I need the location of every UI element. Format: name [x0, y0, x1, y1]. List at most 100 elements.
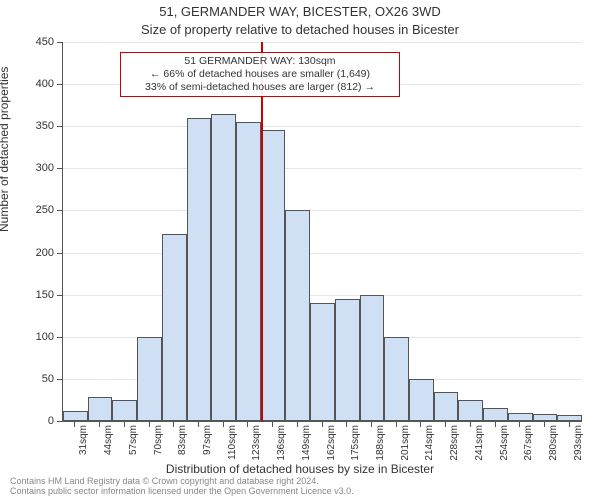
y-tick-label: 150 [14, 289, 54, 301]
x-axis-label: Distribution of detached houses by size … [0, 462, 600, 476]
y-axis-label: Number of detached properties [0, 67, 11, 232]
x-tick-label: 293sqm [573, 425, 584, 463]
histogram-bar [458, 400, 483, 421]
gridline [63, 42, 582, 43]
histogram-bar [508, 413, 533, 421]
x-tick-label: 241sqm [474, 425, 485, 463]
footer-line-2: Contains public sector information licen… [10, 487, 354, 497]
histogram-bar [384, 337, 409, 421]
x-tick-mark [223, 422, 224, 427]
x-tick-label: 188sqm [375, 425, 386, 463]
page-title-line2: Size of property relative to detached ho… [0, 22, 600, 37]
reference-line [261, 42, 263, 421]
x-tick-mark [371, 422, 372, 427]
histogram-bar [335, 299, 360, 421]
x-tick-label: 280sqm [548, 425, 559, 463]
x-tick-label: 267sqm [523, 425, 534, 463]
histogram-bar [236, 122, 261, 421]
x-tick-label: 110sqm [227, 425, 238, 463]
x-tick-mark [346, 422, 347, 427]
y-tick-label: 400 [14, 78, 54, 90]
histogram-bar [211, 114, 236, 421]
histogram-bar [112, 400, 137, 421]
x-tick-mark [544, 422, 545, 427]
x-tick-label: 254sqm [499, 425, 510, 463]
gridline [63, 168, 582, 169]
callout-line-2: ← 66% of detached houses are smaller (1,… [125, 68, 395, 81]
x-tick-mark [173, 422, 174, 427]
gridline [63, 210, 582, 211]
x-tick-label: 228sqm [449, 425, 460, 463]
y-tick-label: 350 [14, 120, 54, 132]
histogram-bar [557, 415, 582, 421]
histogram-bar [261, 130, 286, 421]
x-tick-label: 201sqm [400, 425, 411, 463]
callout-line-1: 51 GERMANDER WAY: 130sqm [125, 55, 395, 68]
plot-area [62, 42, 582, 422]
histogram-bar [187, 118, 212, 421]
x-tick-label: 214sqm [424, 425, 435, 463]
x-tick-label: 123sqm [251, 425, 262, 463]
y-tick-label: 50 [14, 373, 54, 385]
histogram-bar [483, 408, 508, 421]
x-tick-label: 136sqm [276, 425, 287, 463]
gridline [63, 126, 582, 127]
histogram-bar [434, 392, 459, 421]
x-tick-label: 162sqm [326, 425, 337, 463]
y-tick-mark [57, 168, 62, 169]
x-tick-mark [445, 422, 446, 427]
x-tick-mark [198, 422, 199, 427]
x-tick-mark [124, 422, 125, 427]
x-tick-label: 31sqm [78, 425, 89, 463]
x-tick-label: 70sqm [153, 425, 164, 463]
histogram-bar [63, 411, 88, 421]
x-tick-mark [149, 422, 150, 427]
histogram-bar [137, 337, 162, 421]
y-tick-label: 250 [14, 204, 54, 216]
x-tick-mark [297, 422, 298, 427]
page-title-line1: 51, GERMANDER WAY, BICESTER, OX26 3WD [0, 4, 600, 19]
x-tick-label: 83sqm [177, 425, 188, 463]
x-tick-label: 149sqm [301, 425, 312, 463]
y-tick-label: 200 [14, 247, 54, 259]
histogram-bar [162, 234, 187, 421]
callout-line-3: 33% of semi-detached houses are larger (… [125, 81, 395, 94]
chart-root: 51, GERMANDER WAY, BICESTER, OX26 3WD Si… [0, 0, 600, 500]
x-tick-mark [470, 422, 471, 427]
y-tick-mark [57, 295, 62, 296]
x-tick-mark [272, 422, 273, 427]
y-tick-mark [57, 126, 62, 127]
x-tick-mark [322, 422, 323, 427]
histogram-bar [360, 295, 385, 421]
gridline [63, 253, 582, 254]
y-tick-mark [57, 379, 62, 380]
x-tick-label: 175sqm [350, 425, 361, 463]
x-tick-label: 44sqm [103, 425, 114, 463]
gridline [63, 295, 582, 296]
x-tick-mark [99, 422, 100, 427]
y-tick-mark [57, 337, 62, 338]
y-tick-label: 450 [14, 36, 54, 48]
x-tick-mark [420, 422, 421, 427]
y-tick-label: 300 [14, 162, 54, 174]
y-tick-label: 0 [14, 415, 54, 427]
histogram-bar [533, 414, 558, 421]
histogram-bar [310, 303, 335, 421]
y-tick-mark [57, 253, 62, 254]
histogram-bar [409, 379, 434, 421]
y-tick-mark [57, 42, 62, 43]
x-tick-mark [495, 422, 496, 427]
x-tick-label: 57sqm [128, 425, 139, 463]
x-tick-mark [519, 422, 520, 427]
histogram-bar [285, 210, 310, 421]
x-tick-label: 97sqm [202, 425, 213, 463]
footer-attribution: Contains HM Land Registry data © Crown c… [10, 477, 354, 497]
x-tick-mark [247, 422, 248, 427]
x-tick-mark [569, 422, 570, 427]
y-tick-mark [57, 421, 62, 422]
x-tick-mark [396, 422, 397, 427]
y-tick-label: 100 [14, 331, 54, 343]
y-tick-mark [57, 84, 62, 85]
histogram-bar [88, 397, 113, 421]
y-tick-mark [57, 210, 62, 211]
